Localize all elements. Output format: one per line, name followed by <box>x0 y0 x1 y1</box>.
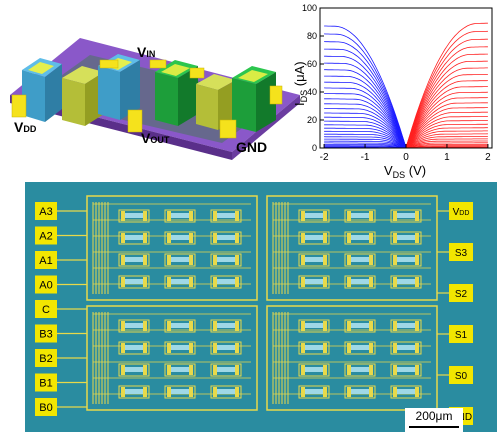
y-tick-label: 60 <box>307 59 317 69</box>
label-vin: VIN <box>137 44 155 60</box>
pad-label: S1 <box>455 330 468 341</box>
y-tick-label: 0 <box>312 143 317 153</box>
pad-label: B3 <box>39 329 52 341</box>
pad-label: C <box>42 304 50 316</box>
scale-bar-label: 200μm <box>416 409 453 423</box>
y-tick-label: 20 <box>307 115 317 125</box>
x-tick-label: 2 <box>485 152 491 163</box>
pad-label: B1 <box>39 378 52 390</box>
block-1 <box>22 58 62 122</box>
iv-curves <box>324 23 488 148</box>
label-vdd: VDD <box>14 119 37 135</box>
x-tick-label: 1 <box>444 152 450 163</box>
label-gnd: GND <box>236 139 267 155</box>
pad-label: S2 <box>455 289 468 300</box>
block-6 <box>232 66 276 132</box>
y-tick-label: 100 <box>302 3 317 13</box>
pad-label: A2 <box>39 231 52 243</box>
device-illustration: VDD VIN VOUT GND <box>0 0 305 180</box>
x-axis-label: VDS (V) <box>384 163 426 180</box>
pad-label: B0 <box>39 402 52 414</box>
pad-label: S0 <box>455 371 468 382</box>
pad-label: A1 <box>39 255 52 267</box>
x-tick-label: 0 <box>403 152 409 163</box>
scale-bar: 200μm <box>405 408 463 432</box>
block-2 <box>62 66 104 126</box>
pad-label: A3 <box>39 206 52 218</box>
x-tick-label: -2 <box>320 152 329 163</box>
device-svg: VDD VIN VOUT GND <box>0 0 305 180</box>
y-axis-label: IDS (μA) <box>292 61 309 106</box>
pad-label: S3 <box>455 248 468 259</box>
pad-label: B2 <box>39 353 52 365</box>
x-tick-label: -1 <box>361 152 370 163</box>
pad-label: A0 <box>39 280 52 292</box>
y-tick-label: 80 <box>307 31 317 41</box>
